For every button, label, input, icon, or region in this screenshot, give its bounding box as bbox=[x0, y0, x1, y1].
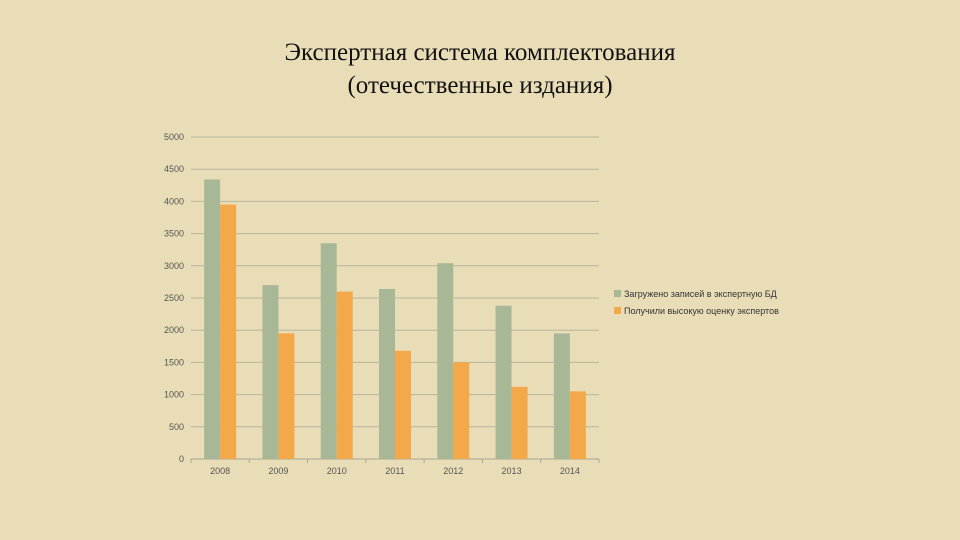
legend-swatch-rated bbox=[614, 307, 621, 314]
legend-label-rated: Получили высокую оценку экспертов bbox=[624, 306, 779, 316]
y-tick-label-2000: 2000 bbox=[164, 325, 184, 335]
bar-loaded-2010 bbox=[320, 243, 337, 459]
y-tick-label-3500: 3500 bbox=[164, 229, 184, 239]
bar-loaded-2014 bbox=[553, 333, 570, 459]
y-tick-label-4500: 4500 bbox=[164, 164, 184, 174]
bar-loaded-2009 bbox=[262, 285, 279, 459]
bar-rated-2014 bbox=[569, 391, 586, 459]
legend-swatch-loaded bbox=[614, 290, 621, 297]
x-tick-label-2008: 2008 bbox=[210, 466, 230, 476]
bar-loaded-2008 bbox=[204, 179, 221, 459]
legend-label-loaded: Загружено записей в экспертную БД bbox=[624, 289, 777, 299]
y-tick-label-500: 500 bbox=[169, 422, 184, 432]
x-tick-label-2009: 2009 bbox=[268, 466, 288, 476]
bar-rated-2011 bbox=[395, 350, 411, 459]
y-tick-label-5000: 5000 bbox=[164, 132, 184, 142]
y-tick-label-1000: 1000 bbox=[164, 390, 184, 400]
x-tick-label-2011: 2011 bbox=[385, 466, 404, 476]
bar-rated-2009 bbox=[278, 333, 295, 459]
bar-rated-2012 bbox=[453, 362, 470, 459]
bar-rated-2013 bbox=[511, 386, 528, 459]
bar-rated-2008 bbox=[220, 204, 237, 459]
bar-loaded-2011 bbox=[379, 288, 395, 459]
chart-y-axis-labels: 0 500 1000 1500 2000 2500 3000 3500 4000 4500 5000 bbox=[164, 132, 184, 464]
bar-loaded-2012 bbox=[437, 263, 454, 459]
x-tick-label-2010: 2010 bbox=[327, 466, 347, 476]
y-tick-label-2500: 2500 bbox=[164, 293, 184, 303]
y-tick-label-0: 0 bbox=[179, 454, 184, 464]
x-tick-label-2013: 2013 bbox=[502, 466, 522, 476]
x-tick-label-2014: 2014 bbox=[560, 466, 580, 476]
bar-rated-2010 bbox=[336, 291, 353, 459]
x-tick-label-2012: 2012 bbox=[443, 466, 463, 476]
chart-x-axis-labels: 2008 2009 2010 2011 2012 2013 2014 bbox=[210, 466, 580, 476]
slide-title-line-2: (отечественные издания) bbox=[347, 72, 613, 99]
chart-legend: Загружено записей в экспертную БД Получил… bbox=[614, 289, 779, 316]
y-tick-label-3000: 3000 bbox=[164, 261, 184, 271]
y-tick-label-4000: 4000 bbox=[164, 196, 184, 206]
slide-title-line-1: Экспертная система комплектования bbox=[284, 39, 676, 66]
chart-bars bbox=[204, 179, 586, 459]
bar-loaded-2013 bbox=[495, 305, 512, 459]
y-tick-label-1500: 1500 bbox=[164, 357, 184, 367]
slide-title: Экспертная система комплектования (отече… bbox=[0, 36, 960, 102]
